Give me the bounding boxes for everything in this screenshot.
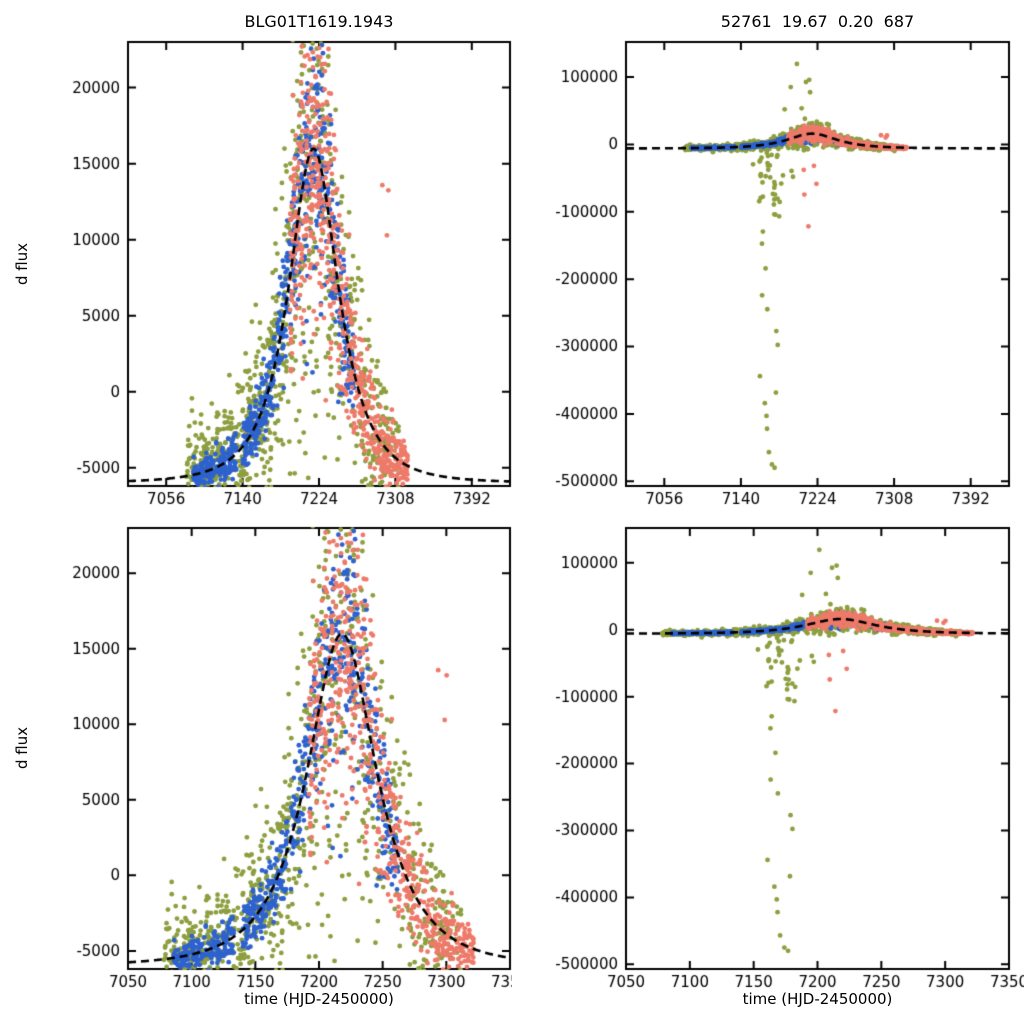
plot-panel-bottom-left: d flux time (HJD-2450000) (0, 512, 512, 1024)
plot-panel-top-left: BLG01T1619.1943 d flux (0, 0, 512, 512)
x-axis-label-left: time (HJD-2450000) (244, 990, 394, 1008)
scatter-canvas-bottom-left (0, 512, 512, 1024)
plot-panel-bottom-right: time (HJD-2450000) (512, 512, 1024, 1024)
scatter-canvas-top-left (0, 0, 512, 512)
plot-panel-top-right: 52761 19.67 0.20 687 (512, 0, 1024, 512)
plot-title-left: BLG01T1619.1943 (244, 12, 394, 31)
plot-title-right: 52761 19.67 0.20 687 (720, 12, 915, 31)
scatter-canvas-top-right (512, 0, 1024, 512)
scatter-canvas-bottom-right (512, 512, 1024, 1024)
y-axis-label-bottom: d flux (13, 726, 31, 770)
x-axis-label-right: time (HJD-2450000) (742, 990, 893, 1008)
y-axis-label-top: d flux (13, 242, 31, 286)
